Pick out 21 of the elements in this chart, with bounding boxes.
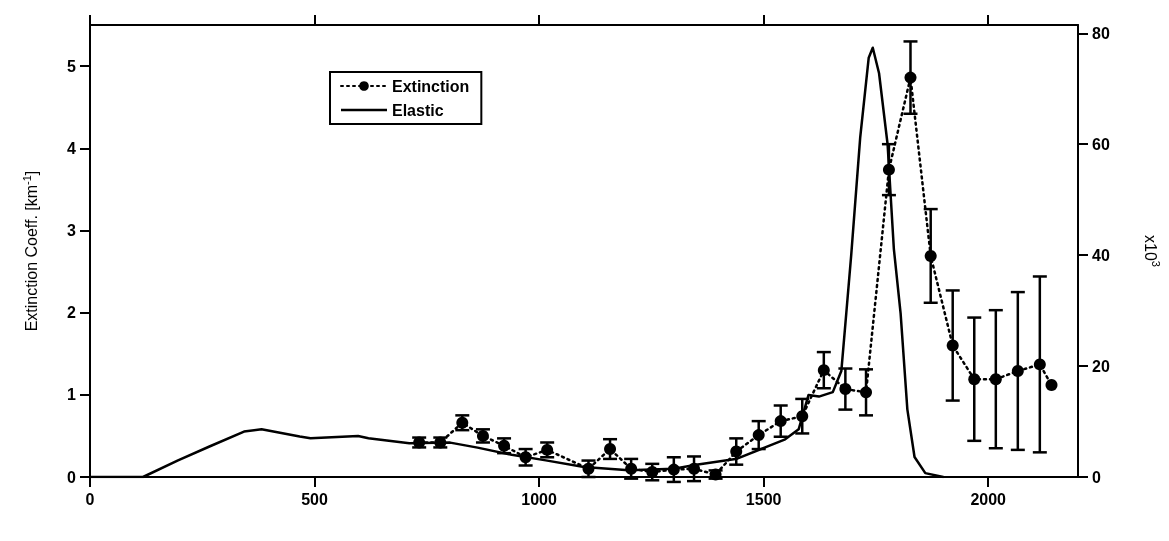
y-tick-label: 4 [67, 139, 77, 157]
y-axis-title: Extinction Coeff. [km-1] [20, 170, 40, 332]
x-tick-label: 1500 [745, 490, 782, 508]
y-tick-label: 5 [67, 57, 77, 75]
point [1045, 378, 1058, 391]
legend-label: Extinction [392, 77, 470, 95]
y2-tick-label: 0 [1092, 468, 1101, 486]
y-tick-label: 3 [67, 221, 77, 239]
y2-axis-title: x103 [1142, 235, 1162, 267]
x-tick-label: 2000 [970, 490, 1007, 508]
y2-tick-label: 60 [1092, 135, 1110, 153]
x-tick-label: 1000 [521, 490, 557, 508]
x-tick-label: 0 [85, 490, 95, 508]
y2-tick-label: 20 [1092, 357, 1110, 375]
y-tick-label: 0 [67, 468, 77, 486]
y2-tick-label: 80 [1092, 24, 1110, 42]
y-tick-label: 2 [67, 304, 77, 322]
y2-tick-label: 40 [1092, 246, 1110, 264]
x-tick-label: 500 [301, 490, 328, 508]
y-tick-label: 1 [67, 386, 77, 404]
legend-label: Elastic [392, 101, 444, 119]
